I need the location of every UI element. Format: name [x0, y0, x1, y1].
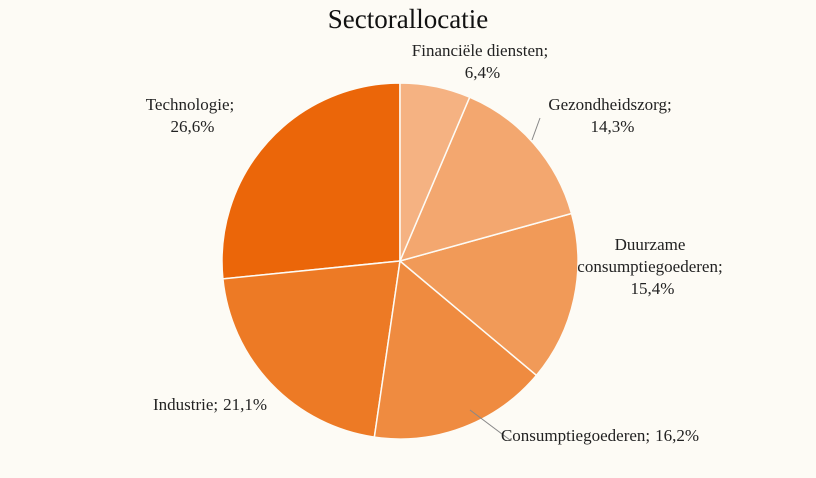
pie-slice	[221, 82, 401, 280]
category-name: Duurzame consumptiegoederen;	[577, 235, 723, 276]
leader-line	[469, 409, 511, 441]
pie-slice	[399, 82, 471, 262]
pie-slice	[398, 212, 579, 377]
category-name: Consumptiegoederen;	[500, 426, 651, 445]
slice-label: Duurzame consumptiegoederen; 15,4%	[560, 234, 740, 300]
chart-title: Sectorallocatie	[327, 4, 489, 34]
category-name: Technologie;	[145, 95, 235, 114]
value-label: 16,2%	[655, 426, 700, 445]
value-label: 21,1%	[223, 395, 268, 414]
value-label: 26,6%	[170, 117, 215, 136]
pie-slice	[398, 96, 573, 263]
slice-label: Consumptiegoederen; 16,2%	[500, 425, 700, 447]
value-label: 15,4%	[630, 279, 675, 298]
pie-slice	[373, 259, 538, 440]
category-name: Industrie;	[152, 395, 219, 414]
slice-label: Industrie; 21,1%	[120, 394, 300, 416]
value-label: 14,3%	[590, 117, 635, 136]
category-name: Gezondheidszorg;	[548, 95, 672, 114]
slice-label: Financiële diensten; 6,4%	[410, 40, 550, 84]
pie-slice	[222, 260, 401, 438]
leader-line	[531, 117, 541, 141]
slice-label: Technologie; 26,6%	[130, 94, 250, 138]
slice-label: Gezondheidszorg; 14,3%	[535, 94, 685, 138]
category-name: Financiële diensten;	[411, 41, 549, 60]
value-label: 6,4%	[464, 63, 501, 82]
